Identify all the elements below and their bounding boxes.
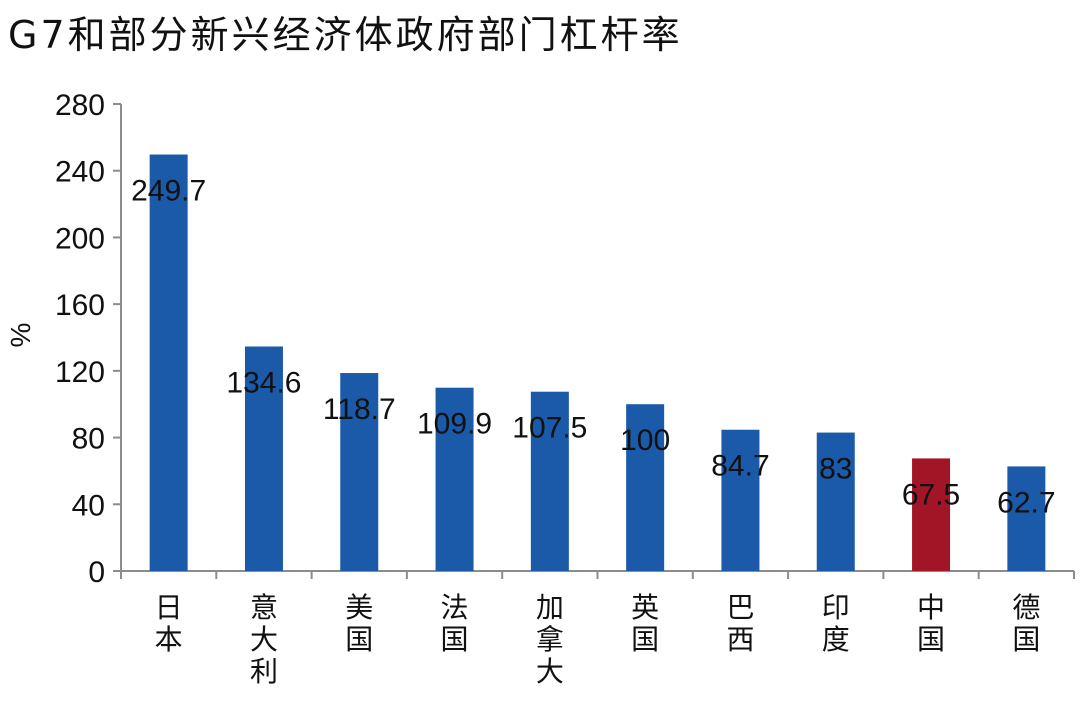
category-label-char: 法 bbox=[441, 592, 469, 623]
category-label-char: 拿 bbox=[536, 624, 564, 655]
value-labels: 249.7 134.6 118.7 109.9 107.5 100 84.7 83 67.5 62… bbox=[131, 175, 1055, 520]
bar bbox=[149, 154, 188, 571]
data-label: 107.5 bbox=[512, 412, 587, 445]
data-label: 83 bbox=[819, 453, 852, 486]
bar bbox=[530, 391, 569, 571]
category-label-char: 国 bbox=[1012, 624, 1040, 655]
category-label-char: 国 bbox=[441, 624, 469, 655]
chart-title: G7和部分新兴经济体政府部门杠杆率 bbox=[8, 13, 683, 57]
y-tick-label: 280 bbox=[55, 89, 105, 122]
y-tick-label: 120 bbox=[55, 356, 105, 389]
y-axis: 0 40 80 120 160 200 240 280 bbox=[55, 89, 122, 589]
bar bbox=[1007, 466, 1046, 571]
category-label-char: 印 bbox=[822, 592, 850, 623]
category-label-char: 西 bbox=[726, 624, 754, 655]
category-label-char: 国 bbox=[345, 624, 373, 655]
bar bbox=[435, 387, 474, 571]
category-label-char: 意 bbox=[250, 592, 278, 623]
category-label-char: 利 bbox=[250, 656, 278, 687]
category-label-char: 本 bbox=[155, 624, 183, 655]
data-label: 249.7 bbox=[131, 175, 206, 208]
category-label-char: 英 bbox=[631, 592, 659, 623]
category-label-char: 度 bbox=[822, 624, 850, 655]
category-label-char: 中 bbox=[917, 592, 945, 623]
category-label-char: 德 bbox=[1012, 592, 1040, 623]
y-tick-label: 0 bbox=[88, 556, 105, 589]
y-tick-label: 160 bbox=[55, 289, 105, 322]
category-label-char: 加 bbox=[536, 592, 564, 623]
y-tick-label: 240 bbox=[55, 156, 105, 189]
category-label-char: 大 bbox=[250, 624, 278, 655]
y-tick-label: 80 bbox=[72, 423, 105, 456]
data-label: 67.5 bbox=[902, 478, 960, 511]
data-label: 118.7 bbox=[323, 393, 396, 426]
bar bbox=[626, 404, 665, 571]
category-label-char: 巴 bbox=[726, 592, 754, 623]
data-label: 62.7 bbox=[997, 486, 1055, 519]
category-label-char: 国 bbox=[917, 624, 945, 655]
y-tick-label: 200 bbox=[55, 222, 105, 255]
data-label: 109.9 bbox=[417, 408, 492, 441]
data-label: 134.6 bbox=[226, 367, 301, 400]
category-label-char: 美 bbox=[345, 592, 373, 623]
y-tick-label: 40 bbox=[72, 489, 105, 522]
category-label-char: 日 bbox=[155, 592, 183, 623]
bar bbox=[912, 458, 951, 571]
x-axis bbox=[120, 570, 1075, 579]
bars bbox=[149, 154, 1046, 571]
y-axis-label: % bbox=[5, 323, 36, 348]
data-label: 84.7 bbox=[711, 450, 769, 483]
category-label-char: 大 bbox=[536, 656, 564, 687]
data-label: 100 bbox=[620, 424, 670, 457]
bar bbox=[816, 432, 855, 571]
category-label-char: 国 bbox=[631, 624, 659, 655]
bar bbox=[244, 346, 283, 571]
bar bbox=[340, 373, 379, 571]
bar bbox=[721, 429, 760, 571]
